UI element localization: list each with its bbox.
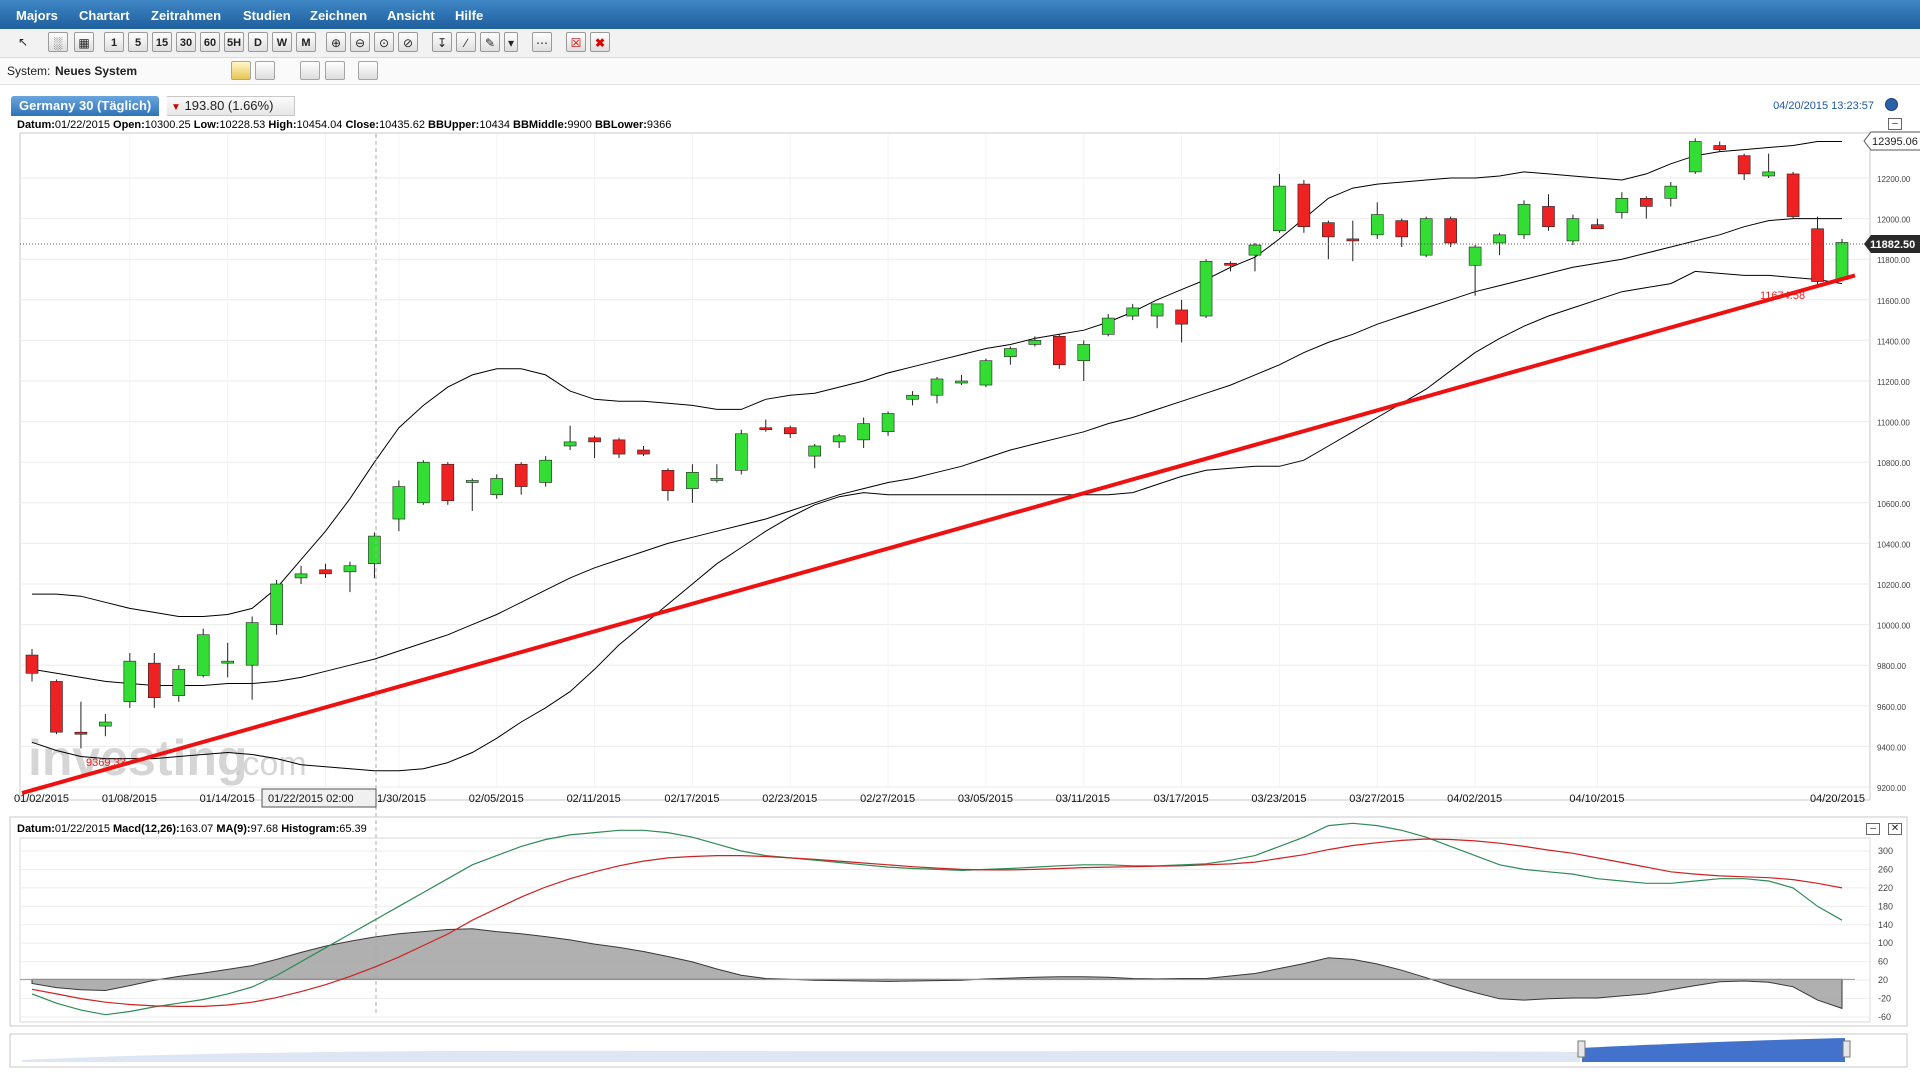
line-tool-icon[interactable]: ∕ [456, 32, 476, 52]
info-datum-label: Datum: [17, 119, 55, 131]
bar-chart-icon[interactable]: ░ [48, 32, 68, 52]
timeframe-5[interactable]: 5 [128, 32, 148, 52]
timeframe-30[interactable]: 30 [176, 32, 196, 52]
candlestick-chart-icon[interactable]: ▦ [74, 32, 94, 52]
info-bbu: 10434 [479, 119, 510, 131]
menu-zeichnen[interactable]: Zeichnen [310, 8, 368, 23]
menu-chartart[interactable]: Chartart [79, 8, 130, 23]
zoom-fit-icon[interactable]: ⊘ [398, 32, 418, 52]
timeframe-1[interactable]: 1 [104, 32, 124, 52]
navigator-left-handle[interactable] [1577, 1040, 1586, 1058]
dropdown-arrow-icon[interactable]: ▾ [504, 32, 518, 52]
instrument-name: Germany 30 (Täglich) [19, 98, 152, 113]
delete-drawing-icon[interactable]: ☒ [566, 32, 586, 52]
info-close-label: Close: [345, 119, 380, 131]
info-bbm: 9900 [567, 119, 592, 131]
clock-icon[interactable] [1885, 98, 1898, 111]
fullscreen-icon[interactable] [358, 61, 378, 80]
system-save-icon[interactable] [255, 61, 275, 80]
pointer-icon[interactable]: ↖ [17, 35, 29, 49]
print-icon[interactable] [300, 61, 320, 80]
download-icon[interactable]: ↧ [432, 32, 452, 52]
menu-hilfe[interactable]: Hilfe [455, 8, 484, 23]
system-label: System: [7, 64, 51, 78]
toolbar: ↖ ░ ▦ 1 5 15 30 60 5H D W M ⊕ ⊖ ⊙ ⊘ ↧ ∕ … [0, 29, 1920, 58]
timeframe-d[interactable]: D [248, 32, 268, 52]
timeframe-5h[interactable]: 5H [224, 32, 245, 52]
info-close: 10435.62 [379, 119, 425, 131]
timeframe-w[interactable]: W [272, 32, 292, 52]
navigator-right-handle[interactable] [1842, 1040, 1851, 1058]
info-open: 10300.25 [144, 119, 191, 131]
zoom-reset-icon[interactable]: ⊙ [374, 32, 394, 52]
pencil-icon[interactable]: ✎ [480, 32, 500, 52]
info-bbm-label: BBMiddle: [513, 119, 568, 131]
navigator-selection[interactable] [1582, 1038, 1845, 1062]
menu-zeitrahmen[interactable]: Zeitrahmen [151, 8, 222, 23]
menu-bar: Majors Chartart Zeitrahmen Studien Zeich… [0, 0, 1920, 29]
instrument-tab[interactable]: Germany 30 (Täglich) [11, 96, 160, 116]
timeframe-60[interactable]: 60 [200, 32, 220, 52]
info-bbu-label: BBUpper: [428, 119, 480, 131]
close-icon[interactable]: ✖ [590, 32, 610, 52]
timeframe-m[interactable]: M [296, 32, 316, 52]
info-bbl-label: BBLower: [594, 119, 647, 131]
menu-majors[interactable]: Majors [16, 8, 58, 23]
server-datetime: 04/20/2015 13:23:57 [1773, 100, 1874, 112]
minimize-main-icon[interactable]: – [1888, 118, 1902, 130]
screenshot-icon[interactable] [325, 61, 345, 80]
instrument-change: ▼ 193.80 (1.66%) [167, 96, 295, 116]
info-open-label: Open: [113, 119, 145, 131]
info-low: 10228.53 [219, 119, 266, 131]
ohlc-info: Datum:01/22/2015 Open:10300.25 Low:10228… [17, 119, 671, 131]
info-high: 10454.04 [296, 119, 343, 131]
system-value[interactable]: Neues System [55, 64, 138, 78]
info-bbl: 9366 [646, 119, 672, 131]
menu-studien[interactable]: Studien [243, 8, 291, 23]
crosshair-icon[interactable]: ⋯ [532, 32, 552, 52]
zoom-in-icon[interactable]: ⊕ [326, 32, 346, 52]
down-arrow-icon: ▼ [171, 102, 181, 113]
system-bar: System: Neues System [0, 58, 1920, 85]
info-low-label: Low: [193, 119, 220, 131]
system-open-icon[interactable] [231, 61, 251, 80]
menu-ansicht[interactable]: Ansicht [387, 8, 435, 23]
timeframe-15[interactable]: 15 [152, 32, 172, 52]
navigator-area [22, 1050, 1580, 1062]
zoom-out-icon[interactable]: ⊖ [350, 32, 370, 52]
info-datum: 01/22/2015 [54, 119, 110, 131]
instrument-change-value: 193.80 (1.66%) [184, 98, 274, 113]
info-high-label: High: [268, 119, 297, 131]
